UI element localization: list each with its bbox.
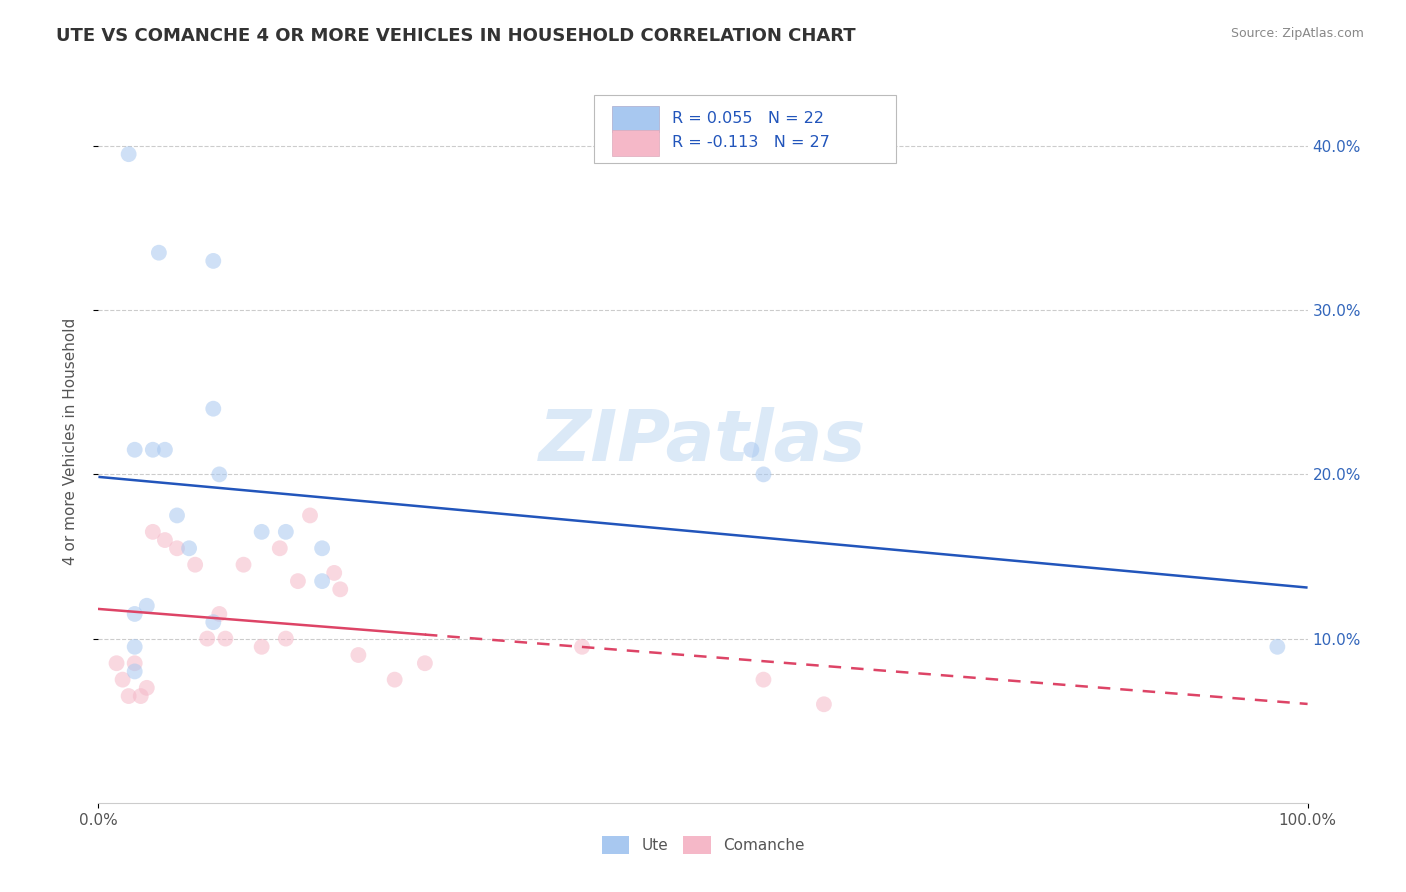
Point xyxy=(1267,640,1289,654)
Point xyxy=(111,673,134,687)
Y-axis label: 4 or more Vehicles in Household: 4 or more Vehicles in Household xyxy=(63,318,77,566)
Point xyxy=(184,558,207,572)
Point xyxy=(195,632,218,646)
Point xyxy=(153,533,176,547)
Point xyxy=(752,673,775,687)
Point xyxy=(740,442,762,457)
Point xyxy=(413,657,436,671)
FancyBboxPatch shape xyxy=(613,105,659,132)
Point xyxy=(124,607,146,621)
Point xyxy=(232,558,254,572)
Point xyxy=(571,640,593,654)
Point xyxy=(752,467,775,482)
Point xyxy=(118,689,141,703)
Point xyxy=(347,648,370,662)
Text: R = -0.113   N = 27: R = -0.113 N = 27 xyxy=(672,135,830,150)
Point xyxy=(129,689,152,703)
Point xyxy=(311,541,333,556)
Point xyxy=(142,524,165,539)
Point xyxy=(287,574,309,588)
Point xyxy=(118,147,141,161)
Point xyxy=(250,524,273,539)
Point xyxy=(274,524,297,539)
Point xyxy=(179,541,201,556)
Point xyxy=(329,582,352,597)
Text: Source: ZipAtlas.com: Source: ZipAtlas.com xyxy=(1230,27,1364,40)
Point xyxy=(142,442,165,457)
Point xyxy=(166,541,188,556)
Point xyxy=(124,640,146,654)
Point xyxy=(135,599,157,613)
Point xyxy=(813,698,835,712)
Point xyxy=(153,442,176,457)
Point xyxy=(148,245,170,260)
Point xyxy=(208,607,231,621)
Point xyxy=(250,640,273,654)
Point xyxy=(323,566,346,580)
FancyBboxPatch shape xyxy=(613,129,659,155)
Point xyxy=(269,541,291,556)
FancyBboxPatch shape xyxy=(595,95,897,163)
Point xyxy=(105,657,128,671)
Text: R = 0.055   N = 22: R = 0.055 N = 22 xyxy=(672,112,824,126)
Point xyxy=(208,467,231,482)
Point xyxy=(311,574,333,588)
Point xyxy=(274,632,297,646)
Point xyxy=(214,632,236,646)
Point xyxy=(202,253,225,268)
Legend: Ute, Comanche: Ute, Comanche xyxy=(595,830,811,860)
Text: UTE VS COMANCHE 4 OR MORE VEHICLES IN HOUSEHOLD CORRELATION CHART: UTE VS COMANCHE 4 OR MORE VEHICLES IN HO… xyxy=(56,27,856,45)
Point xyxy=(166,508,188,523)
Point xyxy=(124,657,146,671)
Point xyxy=(202,401,225,416)
Point xyxy=(202,615,225,630)
Text: ZIPatlas: ZIPatlas xyxy=(540,407,866,476)
Point xyxy=(124,665,146,679)
Point xyxy=(299,508,322,523)
Point xyxy=(124,442,146,457)
Point xyxy=(384,673,406,687)
Point xyxy=(135,681,157,695)
